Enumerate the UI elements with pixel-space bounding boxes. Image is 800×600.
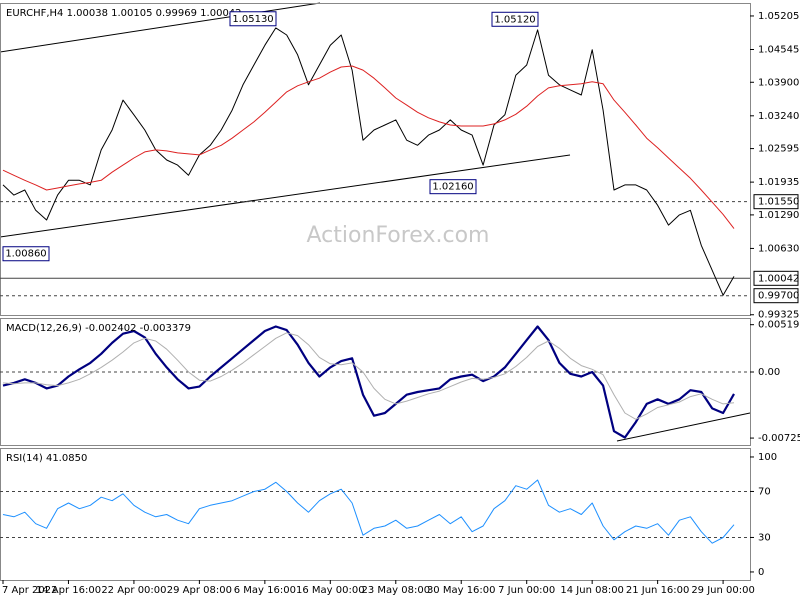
channel-line xyxy=(0,2,321,53)
pane-title: EURCHF,H4 1.00038 1.00105 0.99969 1.0004… xyxy=(6,8,242,19)
level-label: 1.01550 xyxy=(758,197,799,208)
x-tick-label: 16 May 00:00 xyxy=(296,585,365,596)
y-tick-label: 0.00 xyxy=(758,367,780,378)
pane-frame xyxy=(0,318,751,446)
x-tick-label: 14 Apr 16:00 xyxy=(36,585,101,596)
x-tick-label: 29 Jun 00:00 xyxy=(691,585,755,596)
level-label-box xyxy=(753,194,799,210)
price-annotation: 1.05120 xyxy=(491,11,539,27)
series-line xyxy=(2,479,735,544)
channel-line xyxy=(0,154,571,238)
y-tick-label: 1.04545 xyxy=(758,44,799,55)
annotation-box xyxy=(491,11,539,27)
annotation-box xyxy=(229,11,277,27)
watermark: ActionForex.com xyxy=(307,223,490,248)
y-tick-label: 1.03240 xyxy=(758,111,799,122)
series-line xyxy=(2,65,735,229)
level-label-box xyxy=(753,270,799,286)
y-tick-label: 0 xyxy=(758,567,764,578)
x-tick-label: 23 May 08:00 xyxy=(361,585,430,596)
y-tick-label: 1.01935 xyxy=(758,177,799,188)
y-tick-label: 0.005196 xyxy=(758,320,800,331)
trend-line xyxy=(616,412,751,442)
y-tick-label: 1.05205 xyxy=(758,11,799,22)
annotation-label: 1.05130 xyxy=(232,14,273,25)
y-tick-label: 0.99325 xyxy=(758,310,799,321)
level-label-box xyxy=(753,288,799,304)
level-label: 0.99700 xyxy=(758,291,799,302)
pane-frame xyxy=(0,3,751,316)
y-tick-label: 70 xyxy=(758,486,771,497)
x-tick-label: 29 Apr 08:00 xyxy=(167,585,232,596)
annotation-box xyxy=(2,246,50,262)
series-line xyxy=(2,27,735,296)
x-tick-label: 22 Apr 00:00 xyxy=(101,585,166,596)
x-tick-label: 30 May 16:00 xyxy=(427,585,496,596)
y-tick-label: 1.01290 xyxy=(758,210,799,221)
y-tick-label: 1.03900 xyxy=(758,77,799,88)
annotation-label: 1.02160 xyxy=(432,182,473,193)
y-tick-label: -0.007259 xyxy=(758,433,800,444)
series-line xyxy=(2,325,735,439)
pane-title: MACD(12,26,9) -0.002402 -0.003379 xyxy=(6,323,191,334)
price-annotation: 1.02160 xyxy=(429,179,477,195)
annotation-label: 1.05120 xyxy=(494,14,535,25)
series-line xyxy=(2,332,735,420)
pane-frame xyxy=(0,448,751,581)
x-tick-label: 14 Jun 08:00 xyxy=(560,585,624,596)
y-tick-label: 1.00630 xyxy=(758,243,799,254)
annotation-label: 1.00860 xyxy=(5,249,46,260)
y-tick-label: 1.02595 xyxy=(758,144,799,155)
price-annotation: 1.00860 xyxy=(2,246,50,262)
x-tick-label: 7 Apr 2022 xyxy=(2,585,57,596)
x-tick-label: 6 May 16:00 xyxy=(234,585,296,596)
price-annotation: 1.05130 xyxy=(229,11,277,27)
pane-title: RSI(14) 41.0850 xyxy=(6,453,87,464)
y-tick-label: 100 xyxy=(758,452,777,463)
annotation-box xyxy=(429,179,477,195)
x-tick-label: 7 Jun 00:00 xyxy=(498,585,555,596)
level-label: 1.00042 xyxy=(758,273,799,284)
x-tick-label: 21 Jun 16:00 xyxy=(626,585,690,596)
y-tick-label: 30 xyxy=(758,532,771,543)
